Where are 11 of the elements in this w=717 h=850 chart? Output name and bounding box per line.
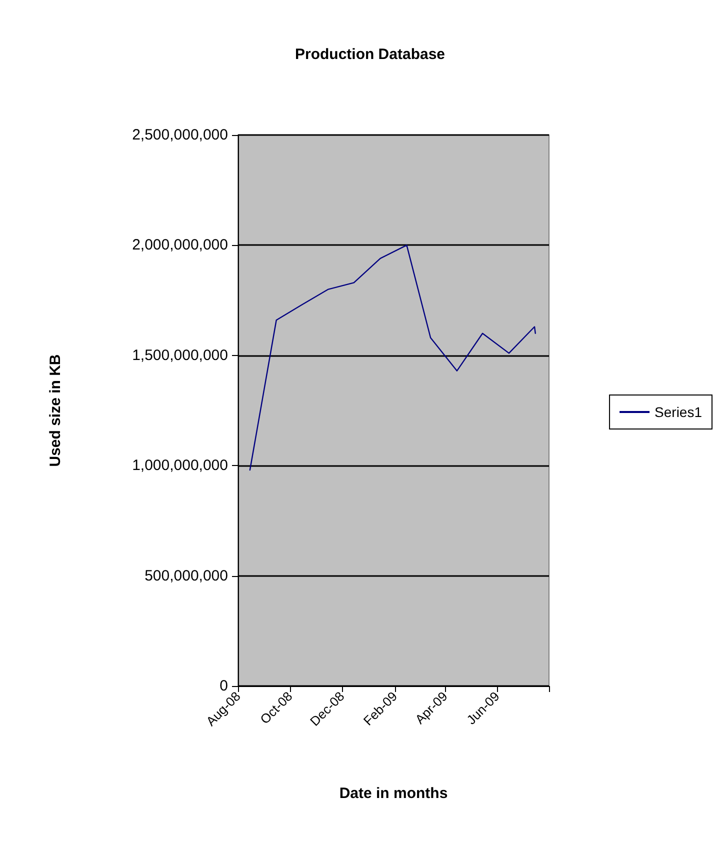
y-tick-label: 1,000,000,000 (132, 457, 228, 474)
y-tick-label: 0 (220, 678, 228, 694)
y-tick-label: 2,500,000,000 (132, 126, 228, 144)
y-axis-title: Used size in KB (47, 354, 64, 467)
line-series (249, 244, 536, 471)
legend-label: Series1 (654, 404, 702, 420)
y-tick-label: 1,500,000,000 (132, 346, 228, 364)
chart-title: Production Database (294, 46, 446, 63)
y-tick-label: 500,000,000 (144, 567, 228, 584)
y-tick-label: 2,000,000,000 (132, 236, 228, 254)
x-axis-title: Date in months (339, 785, 448, 802)
